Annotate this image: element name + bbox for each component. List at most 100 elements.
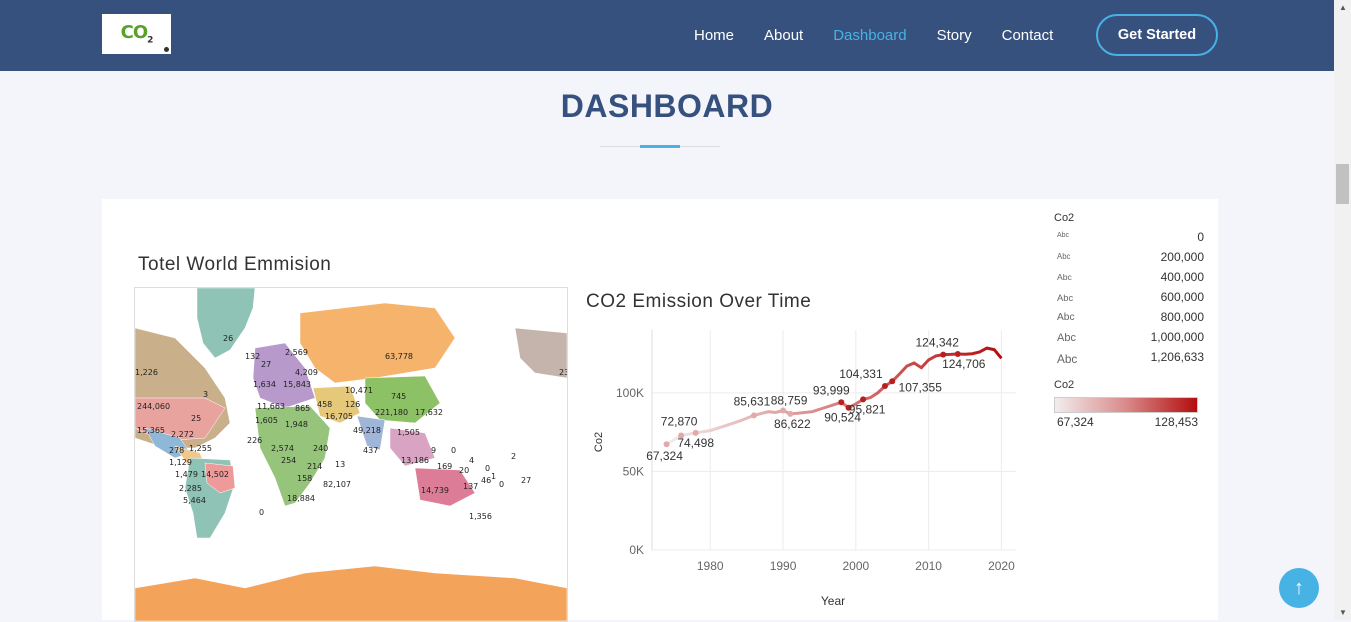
map-label: 13 (335, 460, 346, 469)
data-point[interactable] (692, 429, 699, 436)
greenland-shape (196, 288, 256, 359)
top-navbar: CO2 Home About Dashboard Story Contact G… (0, 0, 1334, 71)
size-legend-title: Co2 (1054, 212, 1075, 224)
scroll-up-icon[interactable]: ▲ (1339, 3, 1347, 12)
nav-home[interactable]: Home (694, 27, 735, 44)
co2-line-chart[interactable]: 0K 50K 100K 1980 1990 2000 2010 2020 72,870 67,3… (586, 320, 1026, 620)
page-scrollbar[interactable]: ▲ ▼ (1334, 0, 1351, 620)
data-label: 74,498 (677, 436, 714, 450)
map-label: 11,663 (257, 402, 285, 411)
size-legend-item: Abc 800,000 (1054, 308, 1214, 328)
map-label: 437 (363, 446, 379, 455)
data-label: 67,324 (646, 449, 683, 463)
logo-dot (164, 47, 169, 52)
get-started-button[interactable]: Get Started (1096, 14, 1218, 56)
map-label: 865 (295, 404, 311, 413)
data-point[interactable] (780, 407, 787, 414)
brazil-shape (204, 462, 236, 494)
world-map[interactable]: 26 132 27 2,569 4,209 1,226 1,634 15,843… (134, 287, 568, 622)
color-min-label: 67,324 (1057, 415, 1094, 429)
logo[interactable]: CO2 (102, 14, 171, 54)
data-point[interactable] (750, 412, 757, 419)
map-label: 27 (261, 360, 272, 369)
nav-dashboard[interactable]: Dashboard (833, 27, 907, 44)
map-label: 2,574 (271, 444, 294, 453)
map-label: 1 (491, 472, 497, 481)
nav-menu: Home About Dashboard Story Contact (694, 0, 1083, 71)
data-point[interactable] (663, 441, 670, 448)
color-gradient-bar (1054, 397, 1198, 413)
size-legend-item: Abc 400,000 (1054, 268, 1214, 288)
x-tick-label: 2010 (915, 559, 942, 573)
size-legend-value: 400,000 (1160, 270, 1204, 284)
size-legend-sample: Abc (1057, 292, 1074, 303)
chart-title: CO2 Emission Over Time (586, 291, 812, 312)
y-axis-label: Co2 (593, 432, 605, 452)
size-legend-sample: Abc (1057, 352, 1078, 366)
map-label: 132 (245, 352, 261, 361)
size-legend-value: 200,000 (1160, 250, 1204, 264)
map-label: 1,356 (469, 512, 492, 521)
map-label: 17,632 (415, 408, 443, 417)
se-asia-shape (389, 427, 436, 467)
map-label: 16,705 (325, 412, 353, 421)
scroll-thumb[interactable] (1336, 164, 1349, 204)
size-legend-item: Abc 200,000 (1054, 248, 1214, 268)
map-label: 278 (169, 446, 185, 455)
x-tick-label: 2020 (988, 559, 1015, 573)
nav-story[interactable]: Story (936, 27, 972, 44)
map-label: 0 (451, 446, 457, 455)
map-label: 0 (499, 480, 505, 489)
data-point[interactable] (678, 432, 685, 439)
x-tick-label: 2000 (842, 559, 869, 573)
map-label: 49,218 (353, 426, 381, 435)
y-tick-label: 0K (629, 543, 644, 557)
data-point[interactable] (860, 396, 867, 403)
data-label: 104,331 (839, 367, 883, 381)
data-point[interactable] (881, 383, 888, 390)
india-shape (356, 415, 386, 451)
data-point[interactable] (889, 378, 896, 385)
scroll-down-icon[interactable]: ▼ (1339, 608, 1347, 617)
alaska-shape (514, 327, 567, 379)
map-label: 126 (345, 400, 361, 409)
size-legend-value: 1,206,633 (1150, 350, 1204, 364)
map-label: 15,843 (283, 380, 311, 389)
map-label: 221,180 (375, 408, 409, 417)
map-label: 14,502 (201, 470, 229, 479)
africa-shape (254, 405, 331, 507)
antarctica-shape (135, 565, 567, 621)
map-label: 25 (191, 414, 202, 423)
nav-about[interactable]: About (764, 27, 804, 44)
size-legend-item: Abc 0 (1054, 228, 1214, 248)
map-label: 23 (559, 368, 567, 377)
map-label: 1,505 (397, 428, 420, 437)
data-point[interactable] (940, 351, 947, 358)
map-label: 1,129 (169, 458, 192, 467)
data-point[interactable] (787, 410, 794, 417)
nav-contact[interactable]: Contact (1001, 27, 1054, 44)
data-point[interactable] (845, 404, 852, 411)
title-accent-bar (640, 145, 680, 148)
data-point[interactable] (954, 351, 961, 358)
map-label: 0 (485, 464, 491, 473)
map-label: 13,186 (401, 456, 429, 465)
map-label: 20 (459, 466, 470, 475)
x-tick-label: 1980 (697, 559, 724, 573)
map-label: 2,272 (171, 430, 194, 439)
back-to-top-button[interactable]: ↑ (1279, 568, 1319, 608)
middle-east-shape (312, 385, 361, 424)
arrow-up-icon: ↑ (1294, 576, 1304, 599)
map-label: 2,569 (285, 348, 308, 357)
map-label: 244,060 (137, 402, 171, 411)
map-title: Totel World Emmision (138, 254, 332, 275)
world-map-svg (135, 288, 567, 621)
map-label: 26 (223, 334, 234, 343)
map-label: 46 (481, 476, 492, 485)
data-label: 90,524 (824, 411, 861, 425)
europe-shape (252, 342, 316, 409)
data-point[interactable] (838, 399, 845, 406)
logo-text: CO2 (120, 22, 154, 46)
map-label: 15,365 (137, 426, 165, 435)
map-label: 226 (247, 436, 263, 445)
